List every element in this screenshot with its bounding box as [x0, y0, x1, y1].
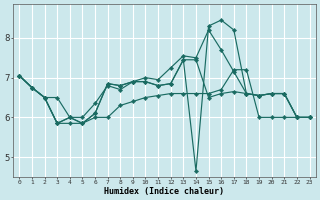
X-axis label: Humidex (Indice chaleur): Humidex (Indice chaleur): [104, 187, 224, 196]
